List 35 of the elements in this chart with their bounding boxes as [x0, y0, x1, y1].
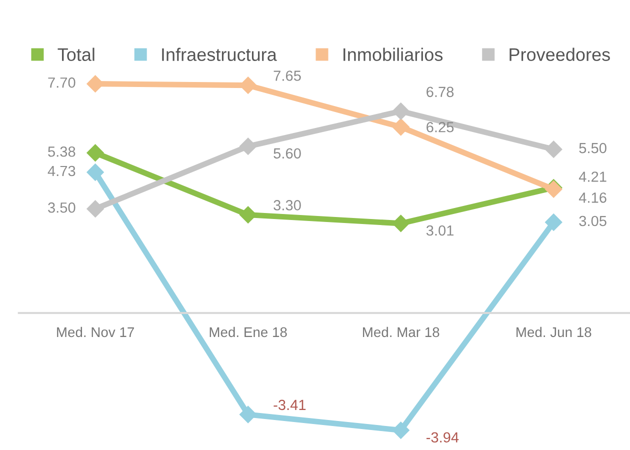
x-tick-label: Med. Jun 18 — [516, 326, 592, 338]
data-label: 4.16 — [578, 192, 606, 203]
data-label: 7.70 — [48, 77, 76, 88]
legend-label: Inmobiliarios — [344, 48, 443, 62]
point — [240, 138, 257, 155]
data-label: 5.50 — [579, 142, 606, 154]
data-label: 6.78 — [426, 86, 454, 98]
data-label: 3.30 — [274, 200, 301, 210]
data-label: 3.05 — [579, 216, 606, 226]
point — [545, 214, 562, 231]
data-label: 3.50 — [48, 202, 76, 213]
x-tick-label: Med. Ene 18 — [210, 326, 287, 338]
data-label: -3.41 — [274, 400, 306, 410]
legend-label: Total — [58, 48, 94, 62]
data-label: 4.73 — [48, 166, 76, 176]
x-tick-label: Med. Mar 18 — [363, 326, 440, 338]
point — [545, 140, 562, 158]
data-label: 4.21 — [578, 172, 606, 182]
point — [392, 422, 410, 439]
legend-label: Proveedores — [510, 48, 610, 62]
data-label: 6.25 — [426, 122, 454, 132]
point — [392, 214, 410, 232]
point — [392, 102, 410, 120]
point — [86, 200, 104, 218]
point — [240, 406, 257, 424]
data-label: -3.94 — [426, 432, 459, 443]
data-label: 5.38 — [48, 146, 76, 157]
point — [86, 144, 104, 162]
legend-label: Infraestructura — [162, 48, 277, 62]
point — [392, 118, 410, 136]
point — [86, 164, 104, 181]
x-tick-label: Med. Nov 17 — [57, 326, 134, 338]
data-label: 3.01 — [426, 225, 454, 236]
data-label: 7.65 — [274, 70, 301, 81]
data-label: 5.60 — [274, 148, 301, 159]
